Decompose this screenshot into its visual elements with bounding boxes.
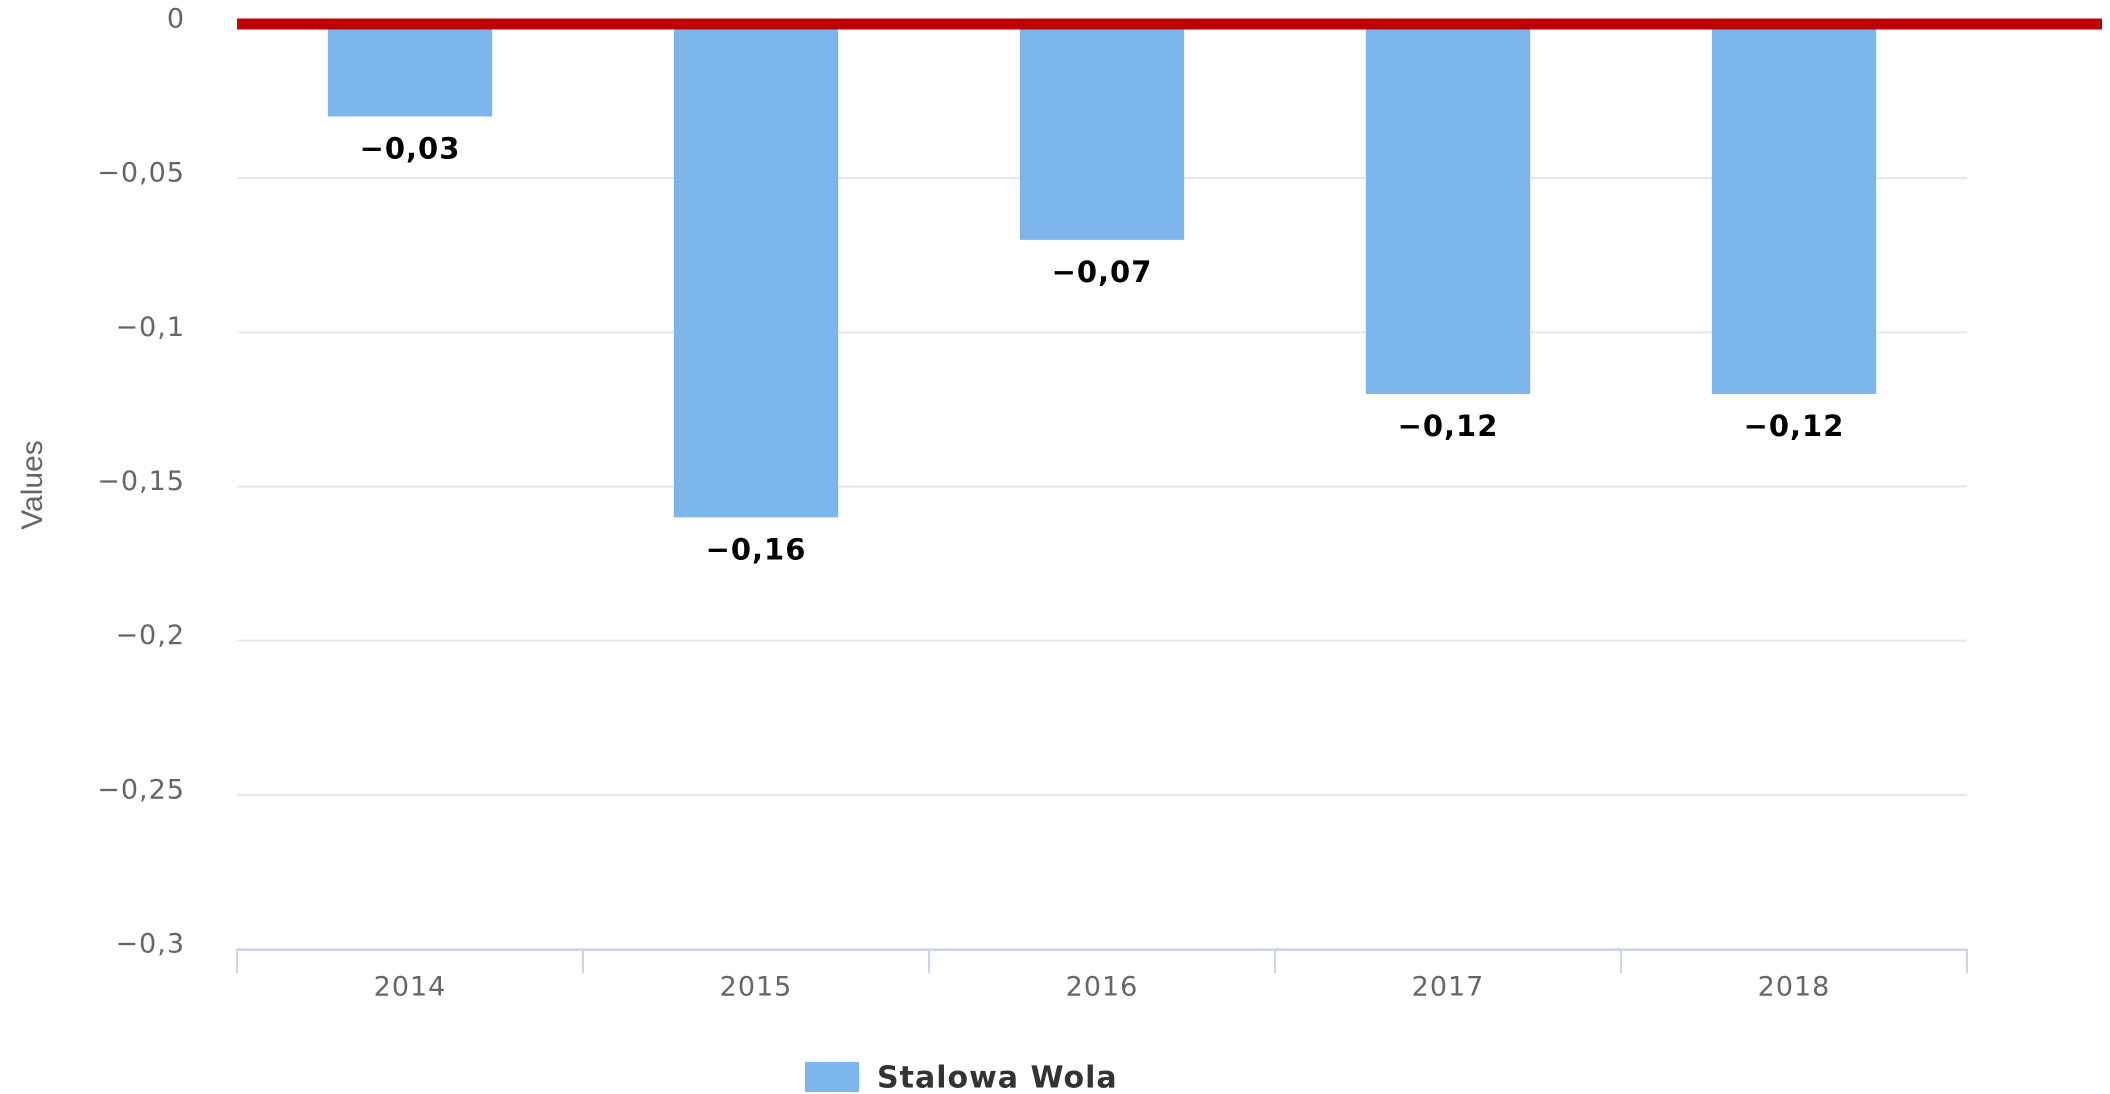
bar — [327, 24, 493, 117]
bar — [1019, 24, 1185, 240]
data-label: −0,12 — [1744, 409, 1845, 443]
data-label: −0,12 — [1398, 409, 1499, 443]
y-tick-label: −0,1 — [115, 312, 185, 343]
y-tick-label: −0,3 — [115, 929, 185, 960]
y-tick-label: −0,05 — [97, 158, 185, 189]
x-tick-label: 2018 — [1758, 972, 1831, 1003]
y-tick-label: −0,25 — [97, 774, 185, 805]
x-tick-label: 2017 — [1412, 972, 1485, 1003]
legend-label: Stalowa Wola — [877, 1061, 1118, 1094]
x-tick-label: 2015 — [720, 972, 793, 1003]
y-tick-label: −0,2 — [115, 620, 185, 651]
x-tick-label: 2014 — [374, 972, 447, 1003]
x-tick-label: 2016 — [1066, 972, 1139, 1003]
legend-swatch — [805, 1062, 859, 1092]
y-axis-title: Values — [16, 440, 49, 530]
bar — [1365, 24, 1531, 394]
data-label: −0,16 — [706, 532, 807, 566]
bar — [673, 24, 839, 518]
y-tick-label: 0 — [167, 4, 185, 35]
bar — [1711, 24, 1877, 394]
data-label: −0,07 — [1052, 255, 1153, 289]
data-label: −0,03 — [360, 132, 461, 166]
y-tick-label: −0,15 — [97, 466, 185, 497]
